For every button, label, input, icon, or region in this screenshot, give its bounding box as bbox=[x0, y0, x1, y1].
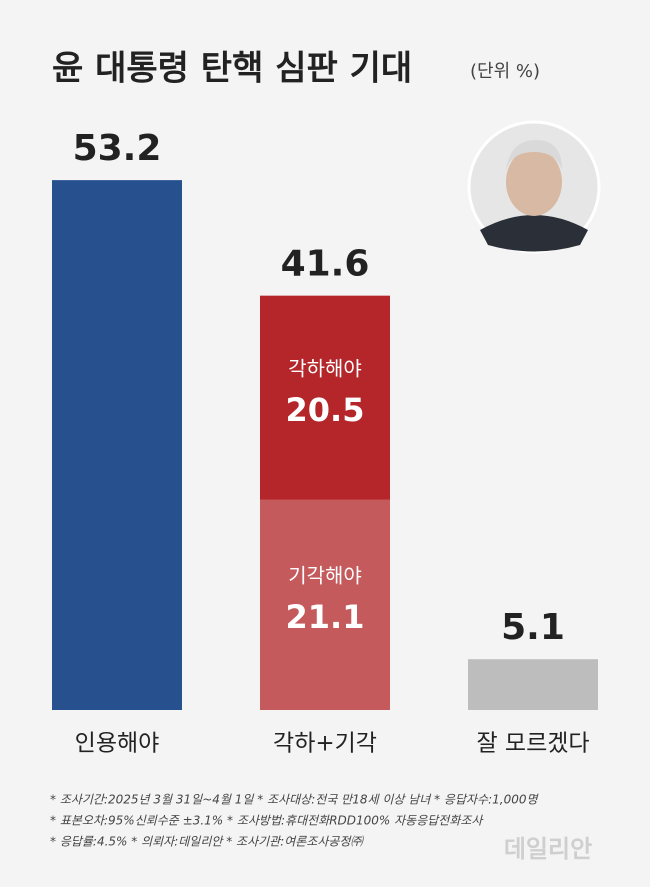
bar bbox=[52, 180, 182, 711]
segment-value: 21.1 bbox=[286, 598, 365, 636]
category-label: 각하+기각 bbox=[273, 731, 377, 757]
value-label: 41.6 bbox=[281, 244, 370, 285]
segment-name: 기각해야 bbox=[288, 563, 362, 587]
value-label: 5.1 bbox=[501, 607, 565, 648]
footnote: * 표본오차:95%신뢰수준 ±3.1% * 조사방법:휴대전화RDD100% … bbox=[50, 814, 484, 828]
chart-title: 윤 대통령 탄핵 심판 기대 bbox=[52, 49, 412, 89]
category-label: 잘 모르겠다 bbox=[476, 731, 589, 757]
category-label: 인용해야 bbox=[75, 731, 160, 757]
footnote: * 응답률:4.5% * 의뢰자:데일리안 * 조사기관:여론조사공정㈜ bbox=[50, 835, 364, 849]
bar-segment bbox=[260, 499, 390, 710]
value-label: 53.2 bbox=[73, 128, 162, 169]
segment-value: 20.5 bbox=[286, 391, 365, 429]
unit-label: (단위 %) bbox=[470, 61, 540, 82]
bar-segment bbox=[260, 295, 390, 500]
watermark: 데일리안 bbox=[504, 835, 592, 863]
footnote: * 조사기간:2025년 3월 31일~4월 1일 * 조사대상:전국 만18세… bbox=[50, 793, 539, 807]
segment-name: 각하해야 bbox=[288, 356, 362, 380]
bar bbox=[468, 659, 598, 710]
portrait bbox=[467, 120, 601, 254]
